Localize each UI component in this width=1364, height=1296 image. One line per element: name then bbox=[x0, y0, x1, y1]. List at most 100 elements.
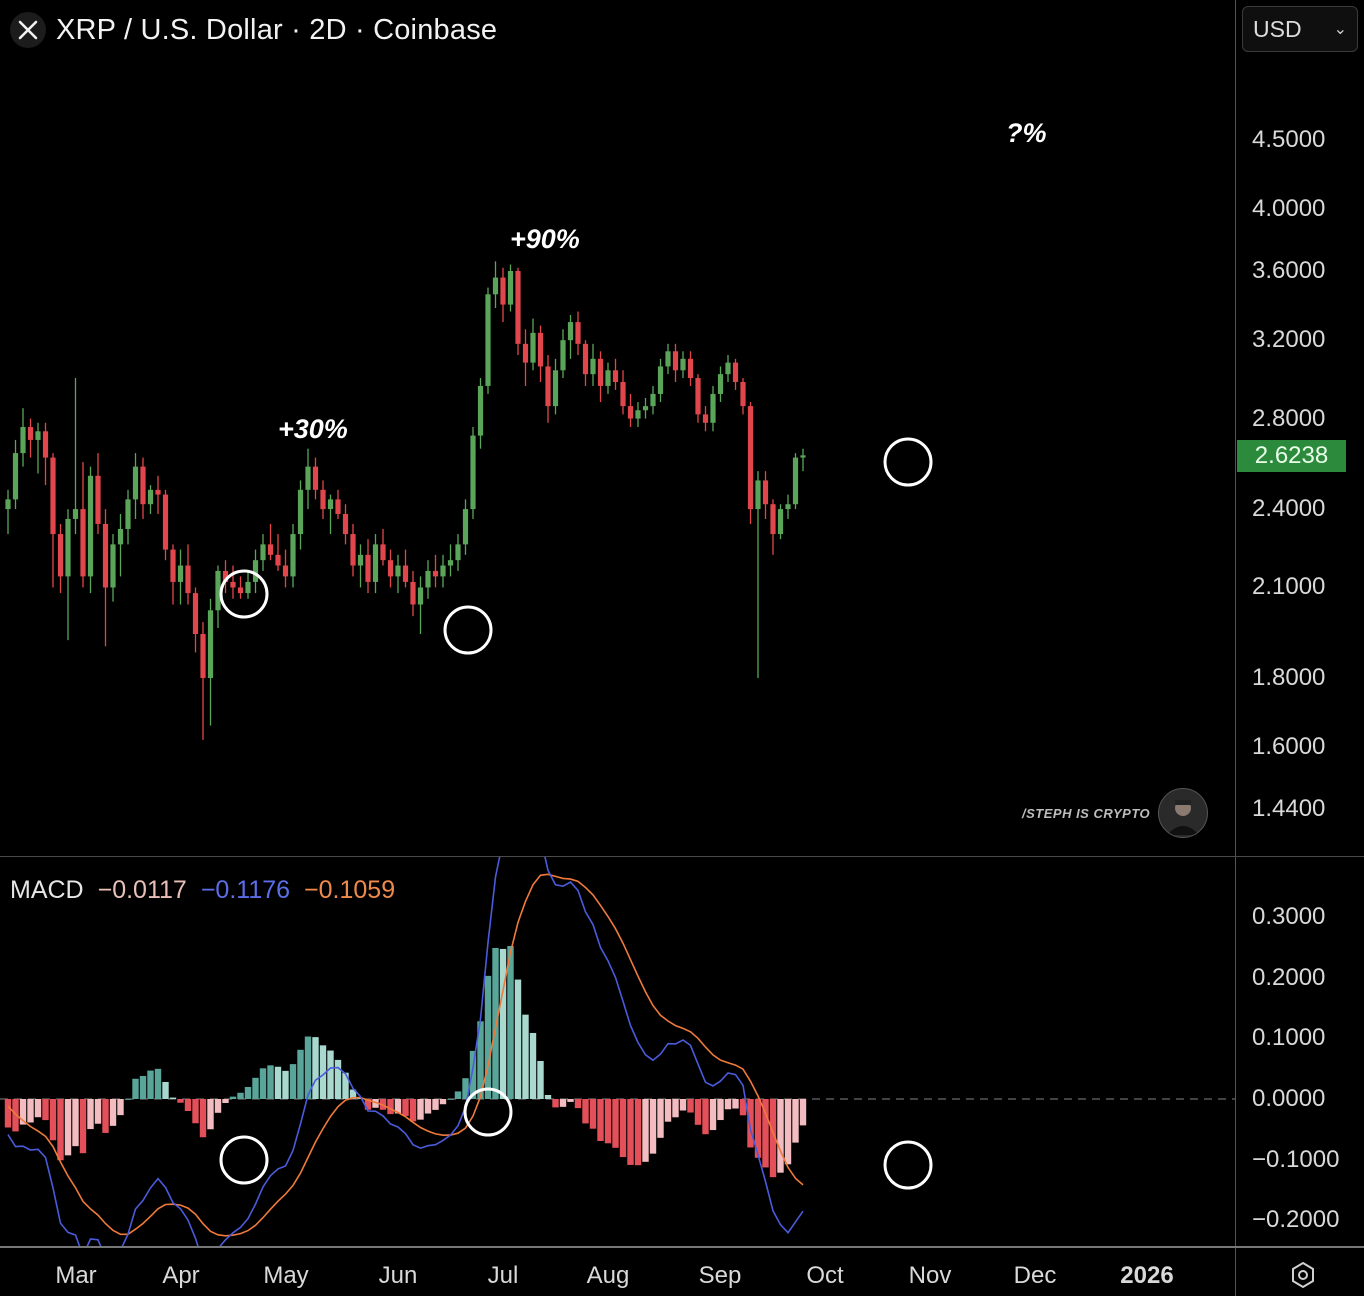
macd-histogram-bar bbox=[394, 1099, 402, 1114]
macd-histogram-bar bbox=[147, 1070, 154, 1099]
pane-separator[interactable] bbox=[0, 856, 1364, 857]
macd-histogram-bar bbox=[79, 1099, 87, 1154]
macd-histogram-bar bbox=[34, 1099, 42, 1118]
macd-histogram-bar bbox=[499, 948, 507, 1099]
month-tick-label: Apr bbox=[162, 1262, 200, 1289]
macd-histogram-bar bbox=[312, 1037, 319, 1099]
macd-histogram-bar bbox=[507, 946, 514, 1099]
macd-histogram-bar bbox=[597, 1099, 604, 1141]
highlight-circle bbox=[883, 1140, 933, 1190]
candle bbox=[732, 358, 739, 390]
candle bbox=[57, 523, 64, 594]
candle bbox=[515, 267, 521, 356]
price-tick-label: 1.8000 bbox=[1252, 663, 1326, 691]
macd-histogram-bar bbox=[319, 1045, 327, 1099]
macd-histogram-bar bbox=[417, 1099, 424, 1120]
macd-histogram-bar bbox=[777, 1099, 784, 1173]
candle bbox=[5, 489, 11, 535]
gain-label-30: +30% bbox=[278, 414, 348, 444]
candle bbox=[522, 329, 529, 386]
year-tick-label: 2026 bbox=[1120, 1262, 1174, 1289]
macd-histogram-bar bbox=[207, 1099, 214, 1130]
month-tick-label: May bbox=[263, 1262, 309, 1289]
candle bbox=[80, 462, 86, 588]
candle bbox=[710, 385, 716, 432]
chart-title[interactable]: XRP / U.S. Dollar · 2D · Coinbase bbox=[56, 13, 498, 46]
time-axis-border bbox=[0, 1246, 1364, 1248]
price-tick-label: 2.1000 bbox=[1252, 573, 1326, 601]
macd-histogram-bar bbox=[702, 1099, 709, 1135]
candle bbox=[590, 343, 596, 386]
macd-histogram-bar bbox=[42, 1099, 49, 1121]
candle bbox=[147, 485, 154, 514]
candle bbox=[170, 544, 176, 605]
candle bbox=[132, 453, 139, 519]
candle bbox=[612, 358, 619, 390]
candle bbox=[155, 475, 161, 514]
candle bbox=[260, 534, 266, 571]
macd-legend[interactable]: MACD −0.0117 −0.1176 −0.1059 bbox=[10, 876, 395, 905]
candle bbox=[305, 448, 311, 510]
candle bbox=[215, 565, 221, 628]
candle bbox=[740, 378, 746, 415]
candle bbox=[125, 489, 131, 545]
chevron-down-icon: ⌄ bbox=[1333, 21, 1347, 38]
gear-icon[interactable] bbox=[1286, 1258, 1320, 1292]
candle bbox=[297, 480, 304, 550]
candle bbox=[335, 489, 341, 519]
candle bbox=[245, 570, 251, 599]
macd-histogram-bar bbox=[252, 1077, 259, 1099]
candle bbox=[447, 544, 454, 577]
macd-histogram-bar bbox=[792, 1099, 799, 1143]
candle bbox=[440, 554, 446, 588]
macd-histogram-bar bbox=[582, 1099, 589, 1124]
macd-histogram-bar bbox=[64, 1099, 72, 1156]
candle bbox=[470, 427, 476, 519]
macd-histogram-bar bbox=[769, 1099, 777, 1178]
candle bbox=[35, 422, 41, 474]
macd-histogram-bar bbox=[552, 1099, 559, 1108]
macd-chart[interactable] bbox=[0, 857, 1364, 1246]
price-tick-label: 2.8000 bbox=[1252, 404, 1326, 432]
macd-histogram-bar bbox=[289, 1064, 297, 1099]
candle bbox=[620, 370, 626, 415]
macd-histogram-bar bbox=[349, 1089, 357, 1099]
month-tick-label: Dec bbox=[1013, 1262, 1057, 1289]
candle bbox=[162, 489, 169, 561]
macd-histogram-bar bbox=[117, 1099, 124, 1116]
price-chart[interactable] bbox=[0, 0, 1235, 856]
macd-histogram-bar bbox=[739, 1099, 747, 1116]
candle bbox=[695, 374, 701, 423]
currency-select[interactable]: USD ⌄ bbox=[1242, 6, 1358, 52]
candle bbox=[747, 402, 754, 524]
macd-tick-label: −0.2000 bbox=[1252, 1206, 1340, 1234]
candle bbox=[777, 504, 784, 540]
highlight-circle bbox=[219, 1135, 269, 1185]
candle bbox=[717, 366, 724, 403]
candle bbox=[425, 560, 431, 599]
candle bbox=[582, 340, 589, 386]
candle bbox=[537, 325, 544, 382]
macd-histogram-bar bbox=[177, 1099, 184, 1103]
candle bbox=[110, 534, 116, 602]
candle bbox=[42, 422, 49, 486]
macd-histogram-bar bbox=[747, 1099, 754, 1148]
macd-histogram-bar bbox=[432, 1099, 439, 1110]
month-tick-label: Jun bbox=[378, 1262, 418, 1289]
macd-histogram-bar bbox=[409, 1099, 417, 1122]
price-tick-label: 1.6000 bbox=[1252, 733, 1326, 761]
candle bbox=[485, 287, 491, 394]
macd-histogram-bar bbox=[649, 1099, 657, 1154]
highlight-circle bbox=[443, 605, 493, 655]
candle bbox=[102, 509, 109, 647]
candle bbox=[687, 351, 694, 386]
month-tick-label: Oct bbox=[806, 1262, 844, 1289]
candle bbox=[545, 355, 551, 423]
candle bbox=[552, 358, 559, 415]
macd-histogram-bar bbox=[237, 1092, 244, 1099]
candle bbox=[20, 408, 26, 467]
macd-histogram-bar bbox=[469, 1050, 477, 1099]
price-tick-label: 4.0000 bbox=[1252, 195, 1326, 223]
candle bbox=[567, 315, 574, 359]
macd-histogram-bar bbox=[402, 1099, 409, 1116]
